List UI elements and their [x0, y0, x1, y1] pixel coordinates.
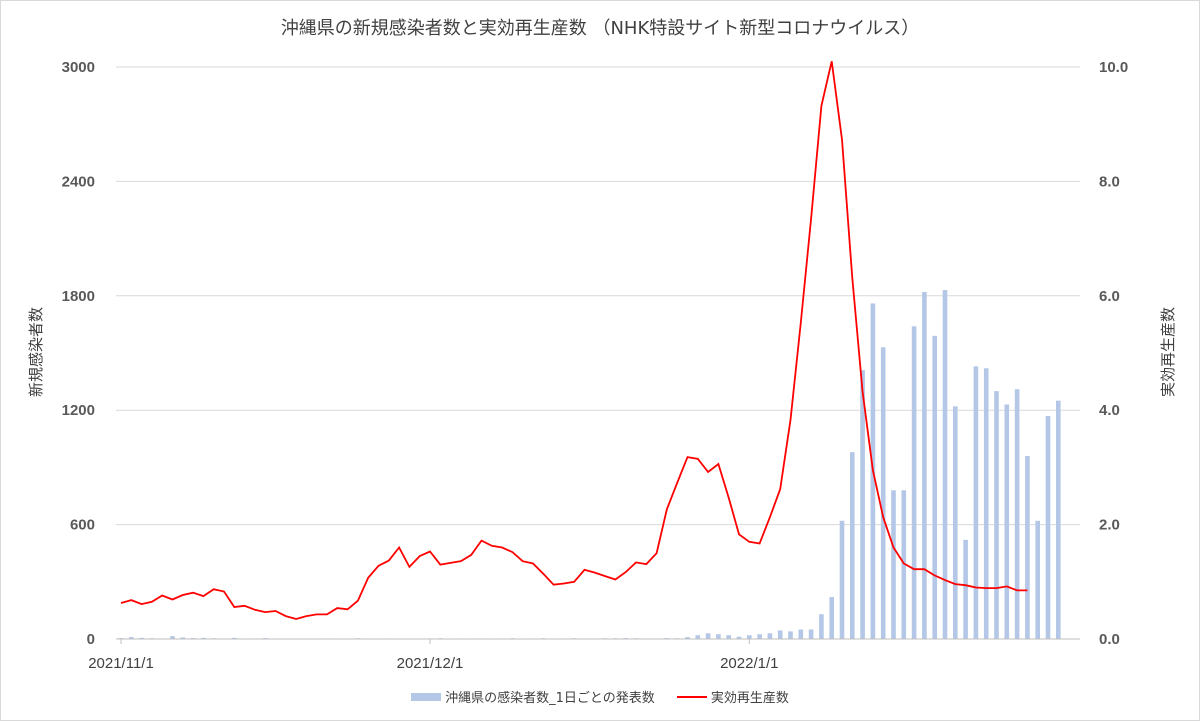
- case-bar: [757, 634, 762, 639]
- case-bar: [129, 637, 134, 639]
- legend-swatch-cases: [411, 692, 442, 701]
- case-bar: [139, 637, 144, 639]
- left-tick-label: 600: [70, 517, 95, 534]
- case-bar: [850, 452, 855, 639]
- right-tick-label: 8.0: [1099, 173, 1120, 190]
- case-bar: [1035, 520, 1040, 639]
- right-tick-label: 4.0: [1099, 402, 1120, 419]
- chart-title: 沖縄県の新規感染者数と実効再生産数 （NHK特設サイト新型コロナウイルス）: [280, 18, 920, 39]
- case-bar: [685, 637, 690, 639]
- right-tick-label: 0.0: [1099, 631, 1120, 648]
- legend-item-rt: 実効再生産数: [676, 687, 789, 706]
- case-bar: [942, 290, 948, 639]
- left-tick-label: 1200: [62, 402, 95, 419]
- legend-label-rt: 実効再生産数: [710, 691, 789, 706]
- left-tick-label: 3000: [62, 59, 95, 76]
- right-axis-title: 実効再生産数: [1159, 307, 1177, 397]
- right-tick-label: 2.0: [1099, 517, 1120, 534]
- case-bar: [911, 326, 917, 639]
- left-axis-title: 新規感染者数: [27, 307, 45, 397]
- case-bar: [1004, 404, 1010, 639]
- x-tick-marks: [120, 639, 750, 644]
- case-bar: [963, 539, 968, 639]
- legend-swatch-rt: [676, 695, 707, 698]
- rt-line: [120, 61, 1028, 620]
- case-bar: [726, 635, 731, 639]
- case-bar: [788, 631, 793, 639]
- left-axis-ticks: 0 600 1200 1800 2400 3000: [62, 59, 95, 648]
- case-bar: [973, 366, 979, 639]
- x-axis-ticks: 2021/11/1 2021/12/1 2022/1/1: [88, 655, 778, 672]
- case-bar: [983, 368, 989, 639]
- x-tick-label: 2022/1/1: [720, 655, 778, 672]
- case-bar: [1014, 389, 1020, 639]
- case-bar: [180, 637, 186, 639]
- right-tick-label: 10.0: [1099, 59, 1128, 76]
- case-bar: [201, 637, 206, 639]
- case-bar: [932, 335, 937, 639]
- case-bar: [716, 634, 721, 639]
- case-bar: [705, 633, 711, 639]
- case-bar: [777, 630, 783, 639]
- case-bar: [695, 635, 701, 639]
- case-bar: [860, 370, 865, 639]
- case-bar: [819, 614, 824, 639]
- case-bar: [880, 347, 886, 639]
- right-axis-ticks: 0.0 2.0 4.0 6.0 8.0 10.0: [1099, 59, 1128, 648]
- case-bar: [747, 635, 752, 639]
- case-bar: [798, 629, 804, 639]
- case-bar: [232, 637, 237, 639]
- left-tick-label: 0: [87, 631, 95, 648]
- x-tick-label: 2021/11/1: [88, 655, 154, 672]
- left-tick-label: 2400: [62, 173, 95, 190]
- case-bar: [1056, 400, 1061, 639]
- case-bar: [767, 633, 773, 639]
- case-bar: [1025, 455, 1030, 639]
- left-tick-label: 1800: [62, 288, 95, 305]
- case-bar: [891, 490, 896, 639]
- case-bar: [829, 597, 834, 639]
- right-tick-label: 6.0: [1099, 288, 1120, 305]
- case-bar: [901, 490, 907, 639]
- case-bar: [839, 520, 845, 639]
- case-bar: [994, 391, 999, 639]
- case-bar: [170, 636, 175, 639]
- case-bar: [736, 636, 742, 639]
- gridlines: [116, 66, 1080, 526]
- case-bar: [922, 291, 927, 639]
- case-bar: [1045, 415, 1051, 639]
- legend: 沖縄県の感染者数_1日ごとの発表数 実効再生産数: [0, 687, 1200, 706]
- x-tick-label: 2021/12/1: [397, 655, 464, 672]
- legend-item-cases: 沖縄県の感染者数_1日ごとの発表数: [411, 687, 655, 706]
- case-bars: [118, 290, 1061, 639]
- case-bar: [953, 406, 958, 639]
- case-bar: [808, 629, 814, 639]
- legend-label-cases: 沖縄県の感染者数_1日ごとの発表数: [445, 691, 655, 706]
